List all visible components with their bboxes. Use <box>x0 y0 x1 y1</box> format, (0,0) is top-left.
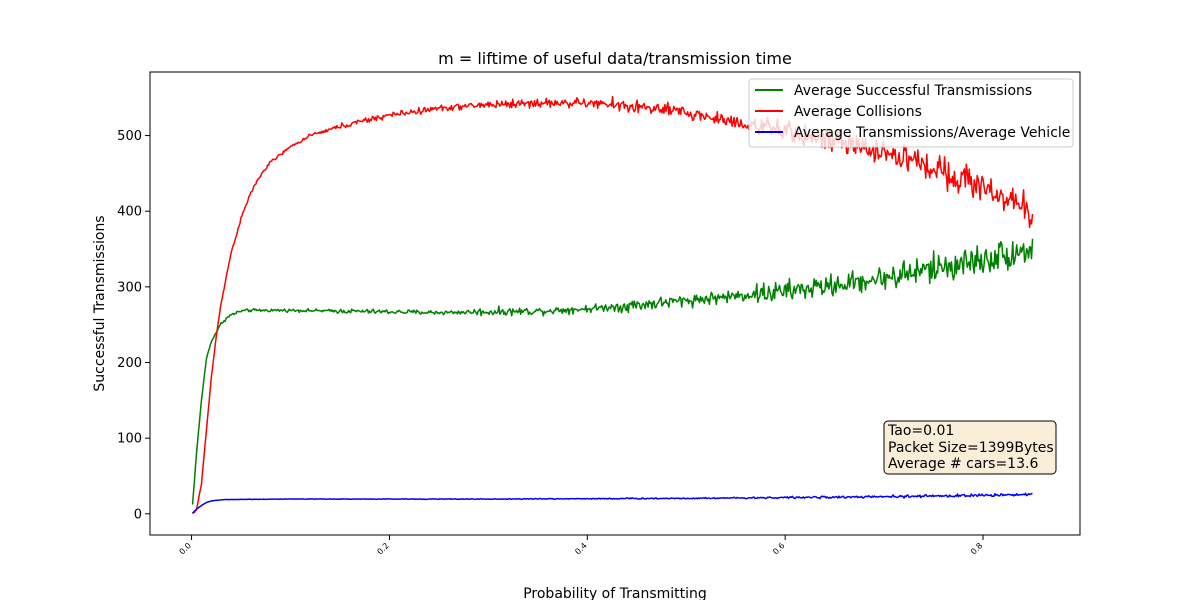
annotation-box: Tao=0.01 Packet Size=1399Bytes Average #… <box>883 420 1057 475</box>
legend-entry: Average Collisions <box>755 104 922 120</box>
y-axis-label: Successful Transmissions <box>92 215 108 391</box>
x-tick-label: 0.2 <box>375 541 390 556</box>
legend-label: Average Successful Transmissions <box>794 83 1032 99</box>
y-tick-label: 0 <box>134 507 142 522</box>
legend-label: Average Collisions <box>794 104 922 120</box>
series-line <box>191 95 1034 515</box>
series-layer <box>191 95 1034 515</box>
y-tick-label: 400 <box>117 205 142 220</box>
x-tick-label: 0.6 <box>771 541 786 556</box>
x-tick-label: 0.0 <box>178 541 193 556</box>
legend-box <box>748 78 1074 148</box>
x-tick-label: 0.4 <box>573 541 588 556</box>
y-tick-label: 300 <box>117 280 142 295</box>
x-axis-label: Probability of Transmitting <box>523 586 707 600</box>
legend-entry: Average Transmissions/Average Vehicle <box>755 125 1070 141</box>
annotation-average-cars: Average # cars=13.6 <box>888 456 1038 472</box>
y-axis-ticks: 0 100 200 300 400 500 <box>117 129 150 522</box>
series-line <box>192 492 1033 514</box>
annotation-background <box>883 420 1057 475</box>
y-tick-label: 100 <box>117 432 142 447</box>
chart-title: m = liftime of useful data/transmission … <box>438 49 792 68</box>
y-tick-label: 200 <box>117 356 142 371</box>
legend-label: Average Transmissions/Average Vehicle <box>794 125 1070 141</box>
y-tick-label: 500 <box>117 129 142 144</box>
x-axis-ticks: 0.0 0.2 0.4 0.6 0.8 <box>178 535 984 556</box>
legend-entry: Average Successful Transmissions <box>755 83 1032 99</box>
annotation-packet-size: Packet Size=1399Bytes <box>888 440 1054 456</box>
annotation-tao: Tao=0.01 <box>887 423 954 439</box>
legend: Average Successful Transmissions Average… <box>748 78 1074 148</box>
x-tick-label: 0.8 <box>969 541 984 556</box>
series-line <box>191 238 1034 505</box>
plot-frame <box>149 71 1081 536</box>
